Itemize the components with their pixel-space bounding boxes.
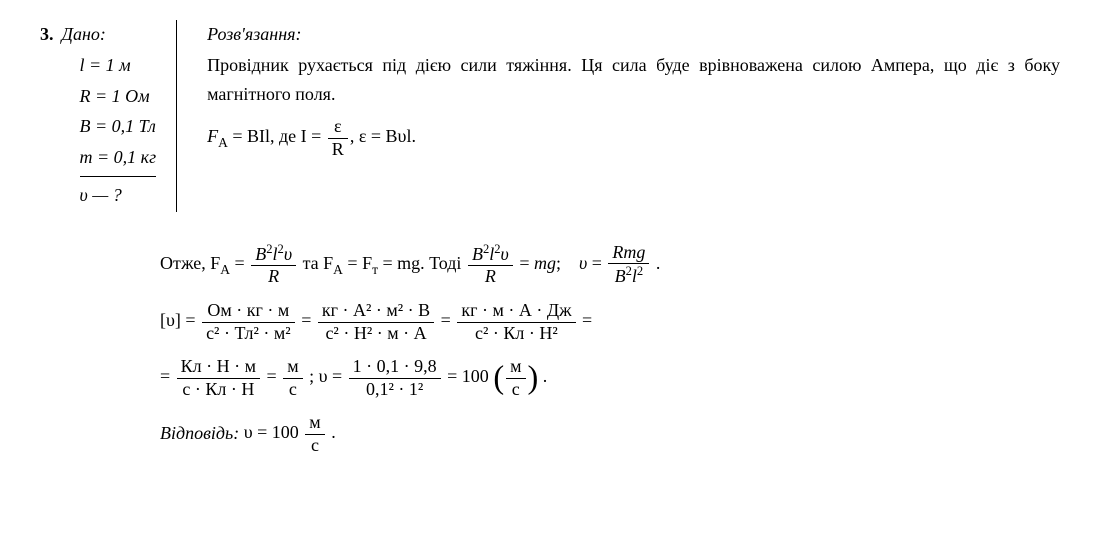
l2-frac1: B2l2υR [251, 242, 296, 288]
given-find-text: υ — ? [80, 185, 122, 205]
l4-frac1: Кл · Н · мс · Кл · Н [177, 356, 260, 400]
problem-number: 3. [40, 20, 54, 49]
answer-line: Відповідь: υ = 100 мс . [160, 412, 1060, 456]
l4-t1: ; υ = [305, 366, 347, 386]
l3-f2-den: c² · Н² · м · А [318, 323, 434, 345]
l2-sub2: А [333, 262, 343, 277]
l2-t4: = mg. Тоді [378, 253, 466, 273]
l4-prefix: = [160, 366, 175, 386]
ans-frac: мс [305, 412, 324, 456]
l4-frac3: 1 · 0,1 · 9,80,1² · 1² [349, 356, 441, 400]
l4-f3-num: 1 · 0,1 · 9,8 [349, 356, 441, 379]
f1-den: R [328, 139, 348, 161]
l4-f2-den: с [283, 379, 302, 401]
l3-frac3: кг · м · А · Джc² · Кл · Н² [457, 300, 575, 344]
l2-t3: = F [343, 253, 372, 273]
l2-f1-den: R [251, 266, 296, 288]
l2-frac3: RmgB2l2 [608, 242, 649, 288]
solution-text: Провідник рухається під дією сили тяжінн… [207, 51, 1060, 109]
l3-frac1: Ом · кг · мc² · Тл² · м² [202, 300, 295, 344]
f1-t1: = BIl, де I = [228, 127, 326, 147]
line-2: Отже, FА = B2l2υR та FА = Fт = mg. Тоді … [160, 242, 1060, 288]
l4-pd: с [506, 379, 525, 401]
given-title: Дано: [62, 20, 157, 49]
given-B-text: B = 0,1 Тл [80, 116, 156, 136]
line-4: = Кл · Н · мс · Кл · Н = мс ; υ = 1 · 0,… [160, 356, 1060, 400]
l4-f1-den: с · Кл · Н [177, 379, 260, 401]
ans-num: м [305, 412, 324, 435]
given-find: υ — ? [62, 181, 157, 210]
lparen: ( [493, 360, 504, 396]
l4-t2: = 100 [443, 366, 494, 386]
l3-f2-num: кг · А² · м² · В [318, 300, 434, 323]
ans-den: с [305, 435, 324, 457]
l2-prefix: Отже, F [160, 253, 220, 273]
given-m-text: m = 0,1 кг [80, 147, 157, 167]
l2-t5: = mg; υ = [515, 253, 607, 273]
l4-f3-den: 0,1² · 1² [349, 379, 441, 401]
l4-eq1: = [262, 366, 281, 386]
given-m: m = 0,1 кг [62, 143, 157, 172]
given-R-text: R = 1 Ом [80, 86, 150, 106]
l2-frac2: B2l2υR [468, 242, 513, 288]
answer-label: Відповідь: [160, 423, 239, 443]
l4-f1-num: Кл · Н · м [177, 356, 260, 379]
f1-frac: εR [328, 116, 348, 160]
physics-problem: 3. Дано: l = 1 м R = 1 Ом B = 0,1 Тл m =… [40, 20, 1060, 469]
l3-f1-num: Ом · кг · м [202, 300, 295, 323]
given-l: l = 1 м [62, 51, 157, 80]
formula-1: FА = BIl, де I = εR, ε = Bυl. [207, 116, 1060, 160]
l2-t6: . [651, 253, 660, 273]
ans-t2: . [327, 423, 336, 443]
l3-frac2: кг · А² · м² · Вc² · Н² · м · А [318, 300, 434, 344]
l2-f3-num: Rmg [608, 242, 649, 265]
solution-block: Розв'язання: Провідник рухається під діє… [207, 20, 1060, 169]
l3-end: = [578, 310, 593, 330]
l2-f3-den: B2l2 [608, 264, 649, 288]
line-3: [υ] = Ом · кг · мc² · Тл² · м² = кг · А²… [160, 300, 1060, 344]
given-R: R = 1 Ом [62, 82, 157, 111]
derivation-block: Отже, FА = B2l2υR та FА = Fт = mg. Тоді … [40, 230, 1060, 469]
l2-f2-num: B2l2υ [468, 242, 513, 267]
f1-sub: А [218, 135, 228, 150]
l3-f3-num: кг · м · А · Дж [457, 300, 575, 323]
l4-frac2: мс [283, 356, 302, 400]
given-B: B = 0,1 Тл [62, 112, 157, 141]
rparen: ) [528, 360, 539, 396]
l4-f2-num: м [283, 356, 302, 379]
given-block: 3. Дано: l = 1 м R = 1 Ом B = 0,1 Тл m =… [40, 20, 177, 212]
l3-f3-den: c² · Кл · Н² [457, 323, 575, 345]
given-divider [80, 176, 157, 177]
l4-pn: м [506, 356, 525, 379]
l3-eq2: = [436, 310, 455, 330]
top-section: 3. Дано: l = 1 м R = 1 Ом B = 0,1 Тл m =… [40, 20, 1060, 212]
l2-f1-num: B2l2υ [251, 242, 296, 267]
l4-paren-frac: мс [506, 356, 525, 400]
l2-f2-den: R [468, 266, 513, 288]
l3-eq1: = [297, 310, 316, 330]
ans-t1: υ = 100 [239, 423, 303, 443]
f1-F: F [207, 127, 218, 147]
l4-t3: . [538, 366, 547, 386]
given-content: Дано: l = 1 м R = 1 Ом B = 0,1 Тл m = 0,… [62, 20, 178, 212]
solution-title: Розв'язання: [207, 20, 1060, 49]
f1-num: ε [328, 116, 348, 139]
l2-t2: та F [298, 253, 333, 273]
l2-sub1: А [220, 262, 230, 277]
given-l-text: l = 1 м [80, 55, 131, 75]
l3-prefix: [υ] = [160, 310, 200, 330]
l3-f1-den: c² · Тл² · м² [202, 323, 295, 345]
l2-t1: = [230, 253, 249, 273]
f1-t2: , ε = Bυl. [350, 127, 416, 147]
